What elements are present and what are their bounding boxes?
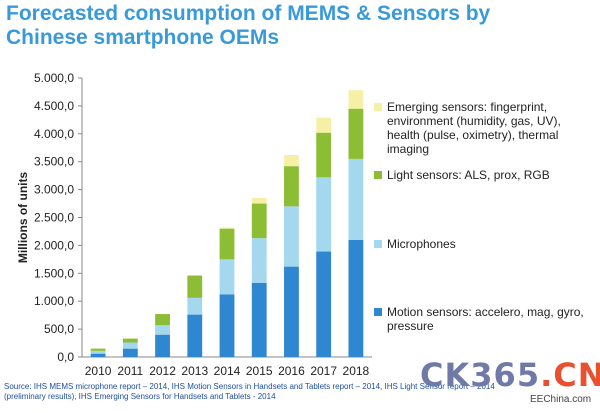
y-tick-label: 1.000,0 [34, 294, 74, 308]
bar-segment-light-2011 [122, 338, 138, 343]
bar-segment-light-2013 [187, 275, 203, 298]
logo-main: CK365 [420, 356, 541, 394]
bar-segment-motion-2012 [155, 334, 170, 357]
bar-segment-light-2012 [155, 314, 170, 326]
y-tick-label: 4.000,0 [34, 127, 74, 141]
y-tick-label: 3.500,0 [34, 155, 74, 169]
legend-swatch-emerging [374, 103, 382, 111]
bar-segment-motion-2018 [348, 239, 364, 357]
bar-segment-microphones-2015 [251, 238, 267, 283]
chart-title: Forecasted consumption of MEMS & Sensors… [6, 2, 491, 49]
x-tick-label: 2014 [214, 364, 241, 378]
source-note: Source: IHS MEMS microphone report – 201… [4, 382, 495, 401]
y-tick-label: 1.500,0 [34, 266, 74, 280]
legend-label-motion: Motion sensors: accelero, mag, gyro, pre… [387, 305, 584, 333]
bar-segment-light-2015 [251, 203, 267, 239]
y-tick-label: 2.500,0 [34, 211, 74, 225]
legend-swatch-motion [374, 308, 382, 316]
bar-segment-emerging-2017 [316, 117, 332, 133]
bar-segment-microphones-2014 [219, 259, 235, 295]
logo-suffix: CN [553, 356, 600, 394]
bar-segment-motion-2014 [219, 294, 235, 357]
watermark: EEChina.com [530, 394, 592, 405]
ck365-logo: CK365.CN [420, 356, 600, 394]
x-tick-label: 2015 [246, 364, 273, 378]
bar-segment-microphones-2018 [348, 158, 364, 240]
legend-label-emerging: Emerging sensors: fingerprint, environme… [387, 100, 561, 156]
bar-segment-light-2016 [284, 166, 299, 207]
bar-segment-light-2018 [348, 108, 364, 159]
bar-segment-microphones-2012 [155, 325, 170, 335]
y-tick-label: 2.000,0 [34, 238, 74, 252]
bar-segment-light-2010 [90, 348, 106, 351]
x-tick-label: 2012 [149, 364, 176, 378]
bar-segment-light-2017 [316, 132, 332, 178]
bar-segment-emerging-2015 [251, 197, 267, 204]
bar-segment-motion-2016 [284, 266, 299, 357]
bar-segment-motion-2010 [90, 353, 106, 357]
y-axis-label: Millions of units [16, 172, 30, 264]
bar-segment-emerging-2016 [284, 155, 299, 167]
x-tick-label: 2013 [181, 364, 208, 378]
bar-segment-motion-2015 [251, 282, 267, 357]
legend-swatch-microphones [374, 240, 382, 248]
y-tick-label: 0,0 [57, 350, 74, 364]
bar-segment-microphones-2010 [90, 350, 106, 354]
bar-segment-motion-2011 [122, 348, 138, 357]
y-tick-label: 500,0 [44, 322, 74, 336]
bar-segment-microphones-2017 [316, 177, 332, 252]
bar-segment-light-2014 [219, 228, 235, 260]
x-tick-label: 2011 [117, 364, 143, 378]
legend-swatch-light [374, 171, 382, 179]
x-tick-label: 2018 [343, 364, 370, 378]
legend-label-light: Light sensors: ALS, prox, RGB [387, 168, 550, 182]
legend-label-microphones: Microphones [387, 237, 456, 251]
x-tick-label: 2017 [310, 364, 337, 378]
x-tick-label: 2010 [85, 364, 112, 378]
x-tick-label: 2016 [278, 364, 305, 378]
bar-segment-microphones-2013 [187, 297, 203, 315]
bar-segment-motion-2013 [187, 314, 203, 357]
bar-segment-microphones-2011 [122, 342, 138, 349]
bar-segment-microphones-2016 [284, 206, 299, 267]
y-tick-label: 3.000,0 [34, 183, 74, 197]
y-tick-label: 4.500,0 [34, 99, 74, 113]
y-tick-label: 5.000,0 [34, 71, 74, 85]
bar-segment-emerging-2014 [219, 227, 235, 229]
bar-segment-motion-2017 [316, 251, 332, 357]
bar-segment-emerging-2018 [348, 90, 364, 109]
logo-dot: . [540, 356, 554, 394]
